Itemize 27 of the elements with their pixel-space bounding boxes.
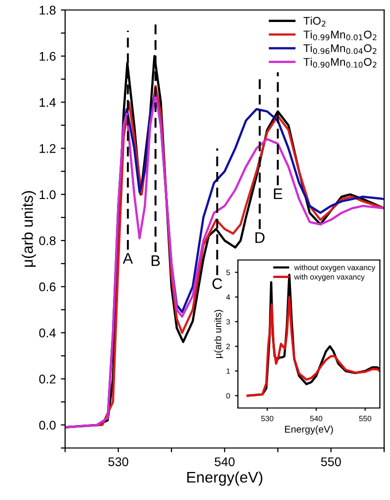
legend-label: TiO$_{2}$	[304, 16, 326, 26]
x-tick-label: 540	[214, 457, 235, 466]
y-axis-title: μ(arb units)	[22, 191, 36, 267]
x-axis-title: Energy(eV)	[285, 426, 333, 435]
y-tick-label: 0.6	[39, 282, 56, 292]
y-tick-label: 1.2	[40, 144, 56, 153]
series-label: A	[122, 253, 133, 264]
series-label: C	[212, 278, 222, 290]
y-tick-label: 0.4	[39, 328, 56, 338]
legend-label: Ti$_{0.90}$Mn$_{0.10}$O$_{2}$	[304, 58, 376, 68]
y-axis-title: μ(arb units)	[214, 310, 224, 358]
y-tick-label: 0.0	[39, 420, 56, 430]
y-tick-label: 0.8	[39, 236, 56, 246]
x-tick-label: 530	[108, 457, 128, 466]
x-tick-label: 550	[321, 457, 341, 466]
series-label: D	[255, 232, 265, 243]
y-tick-label: 1.4	[40, 98, 56, 107]
series-label: E	[274, 188, 282, 200]
y-tick-label: 1.0	[40, 190, 56, 200]
y-tick-label: 1.6	[40, 52, 56, 61]
line-series	[246, 296, 380, 397]
legend-label: Ti$_{0.96}$Mn$_{0.04}$O$_{2}$	[304, 44, 376, 54]
x-axis-title: Energy(eV)	[187, 471, 262, 486]
legend-label: Ti$_{0.99}$Mn$_{0.01}$O$_{2}$	[304, 30, 376, 40]
y-tick-label: 0.2	[39, 374, 56, 384]
series-label: B	[152, 255, 160, 266]
y-tick-label: 1.8	[40, 6, 56, 15]
